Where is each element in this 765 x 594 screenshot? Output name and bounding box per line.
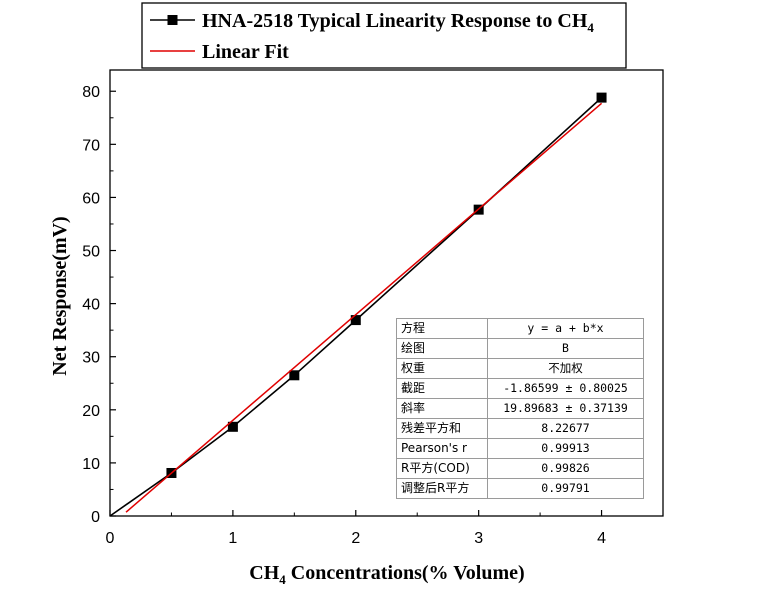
stats-key: 残差平方和 [396, 418, 488, 439]
x-axis-label-sub: 4 [279, 572, 286, 587]
stats-row: 方程 y = a + b*x [396, 318, 644, 339]
stats-value: 8.22677 [487, 418, 644, 439]
legend-box [141, 2, 627, 69]
stats-row: 权重 不加权 [396, 358, 644, 379]
stats-row: 调整后R平方 0.99791 [396, 478, 644, 499]
legend-entry-label: HNA-2518 Typical Linearity Response to C… [202, 10, 594, 35]
data-point-marker [596, 92, 607, 103]
stats-row: 斜率 19.89683 ± 0.37139 [396, 398, 644, 419]
y-tick-label: 50 [82, 244, 100, 261]
stats-value: B [487, 338, 644, 359]
stats-value: 0.99913 [487, 438, 644, 459]
stats-row: 截距 -1.86599 ± 0.80025 [396, 378, 644, 399]
y-axis-label: Net Response(mV) [49, 216, 71, 375]
x-tick-label: 2 [351, 530, 360, 547]
y-tick-label: 60 [82, 190, 100, 207]
stats-row: 绘图 B [396, 338, 644, 359]
x-axis-label-pre: CH [249, 562, 279, 584]
stats-row: Pearson's r 0.99913 [396, 438, 644, 459]
data-point-marker [289, 370, 300, 381]
linear-fit-line [125, 102, 603, 513]
legend-label-sub: 4 [587, 20, 594, 35]
y-tick-label: 70 [82, 137, 100, 154]
fit-statistics-table: 方程 y = a + b*x 绘图 B 权重 不加权 截距 -1.86599 ± 0.8002… [396, 318, 644, 499]
stats-key: Pearson's r [396, 438, 488, 459]
y-tick-label: 80 [82, 84, 100, 101]
data-point-marker [227, 421, 238, 432]
stats-key: 权重 [396, 358, 488, 379]
legend: HNA-2518 Typical Linearity Response to C… [141, 2, 627, 69]
y-tick-label: 40 [82, 297, 100, 314]
legend-label-main: HNA-2518 Typical Linearity Response to C… [202, 10, 588, 32]
x-axis-label: CH4 Concentrations(% Volume) [249, 562, 524, 587]
y-tick-label: 10 [82, 456, 100, 473]
data-point-marker [350, 315, 361, 326]
stats-value: 0.99791 [487, 478, 644, 499]
stats-row: 残差平方和 8.22677 [396, 418, 644, 439]
stats-key: R平方(COD) [396, 458, 488, 479]
stats-key: 绘图 [396, 338, 488, 359]
stats-key: 调整后R平方 [396, 478, 488, 499]
stats-key: 方程 [396, 318, 488, 339]
x-tick-label: 4 [597, 530, 606, 547]
y-tick-label: 20 [82, 403, 100, 420]
y-tick-label: 30 [82, 350, 100, 367]
legend-entry-label: Linear Fit [202, 41, 289, 63]
x-tick-label: 0 [106, 530, 115, 547]
stats-key: 斜率 [396, 398, 488, 419]
stats-value: 0.99826 [487, 458, 644, 479]
stats-key: 截距 [396, 378, 488, 399]
stats-value: 19.89683 ± 0.37139 [487, 398, 644, 419]
plot-frame [109, 69, 664, 517]
x-tick-label: 1 [228, 530, 237, 547]
stats-value: y = a + b*x [487, 318, 644, 339]
legend-label-main: Linear Fit [202, 41, 289, 63]
x-axis-label-post: Concentrations(% Volume) [286, 562, 525, 584]
x-tick-label: 3 [474, 530, 483, 547]
stats-row: R平方(COD) 0.99826 [396, 458, 644, 479]
legend-marker-sample [167, 15, 178, 25]
series-layer [109, 92, 607, 517]
stats-value: -1.86599 ± 0.80025 [487, 378, 644, 399]
y-tick-label: 0 [91, 509, 100, 526]
stats-value: 不加权 [487, 358, 644, 379]
